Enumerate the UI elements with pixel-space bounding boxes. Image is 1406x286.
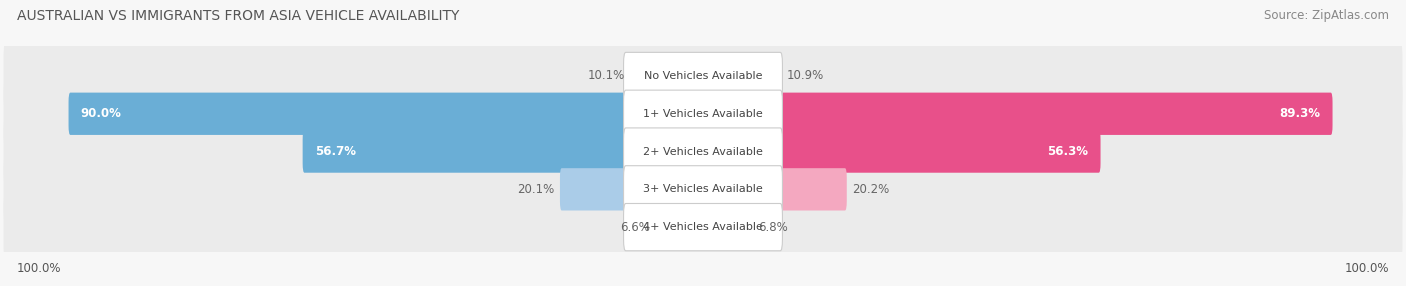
Text: No Vehicles Available: No Vehicles Available — [644, 71, 762, 81]
Text: 2+ Vehicles Available: 2+ Vehicles Available — [643, 146, 763, 156]
Text: 3+ Vehicles Available: 3+ Vehicles Available — [643, 184, 763, 194]
FancyBboxPatch shape — [702, 130, 1101, 173]
Text: 6.6%: 6.6% — [620, 221, 650, 234]
FancyBboxPatch shape — [702, 206, 752, 248]
Text: 20.2%: 20.2% — [852, 183, 889, 196]
FancyBboxPatch shape — [3, 115, 1403, 188]
FancyBboxPatch shape — [3, 39, 1403, 113]
Text: 90.0%: 90.0% — [82, 107, 122, 120]
Text: 10.9%: 10.9% — [787, 69, 824, 82]
Text: 56.3%: 56.3% — [1047, 145, 1088, 158]
Text: 56.7%: 56.7% — [315, 145, 356, 158]
Text: 100.0%: 100.0% — [1344, 262, 1389, 275]
FancyBboxPatch shape — [3, 190, 1403, 264]
Text: AUSTRALIAN VS IMMIGRANTS FROM ASIA VEHICLE AVAILABILITY: AUSTRALIAN VS IMMIGRANTS FROM ASIA VEHIC… — [17, 9, 460, 23]
FancyBboxPatch shape — [624, 128, 783, 175]
Text: 10.1%: 10.1% — [588, 69, 626, 82]
FancyBboxPatch shape — [624, 52, 783, 100]
FancyBboxPatch shape — [302, 130, 704, 173]
FancyBboxPatch shape — [3, 77, 1403, 150]
FancyBboxPatch shape — [655, 206, 704, 248]
FancyBboxPatch shape — [69, 93, 704, 135]
Text: 20.1%: 20.1% — [517, 183, 554, 196]
FancyBboxPatch shape — [560, 168, 704, 210]
Text: Source: ZipAtlas.com: Source: ZipAtlas.com — [1264, 9, 1389, 21]
Text: 1+ Vehicles Available: 1+ Vehicles Available — [643, 109, 763, 119]
FancyBboxPatch shape — [624, 203, 783, 251]
FancyBboxPatch shape — [702, 55, 782, 97]
Text: 4+ Vehicles Available: 4+ Vehicles Available — [643, 222, 763, 232]
FancyBboxPatch shape — [624, 90, 783, 137]
FancyBboxPatch shape — [630, 55, 704, 97]
FancyBboxPatch shape — [702, 168, 846, 210]
Text: 6.8%: 6.8% — [758, 221, 787, 234]
FancyBboxPatch shape — [624, 166, 783, 213]
FancyBboxPatch shape — [702, 93, 1333, 135]
FancyBboxPatch shape — [3, 153, 1403, 226]
Text: 89.3%: 89.3% — [1279, 107, 1320, 120]
Text: 100.0%: 100.0% — [17, 262, 62, 275]
